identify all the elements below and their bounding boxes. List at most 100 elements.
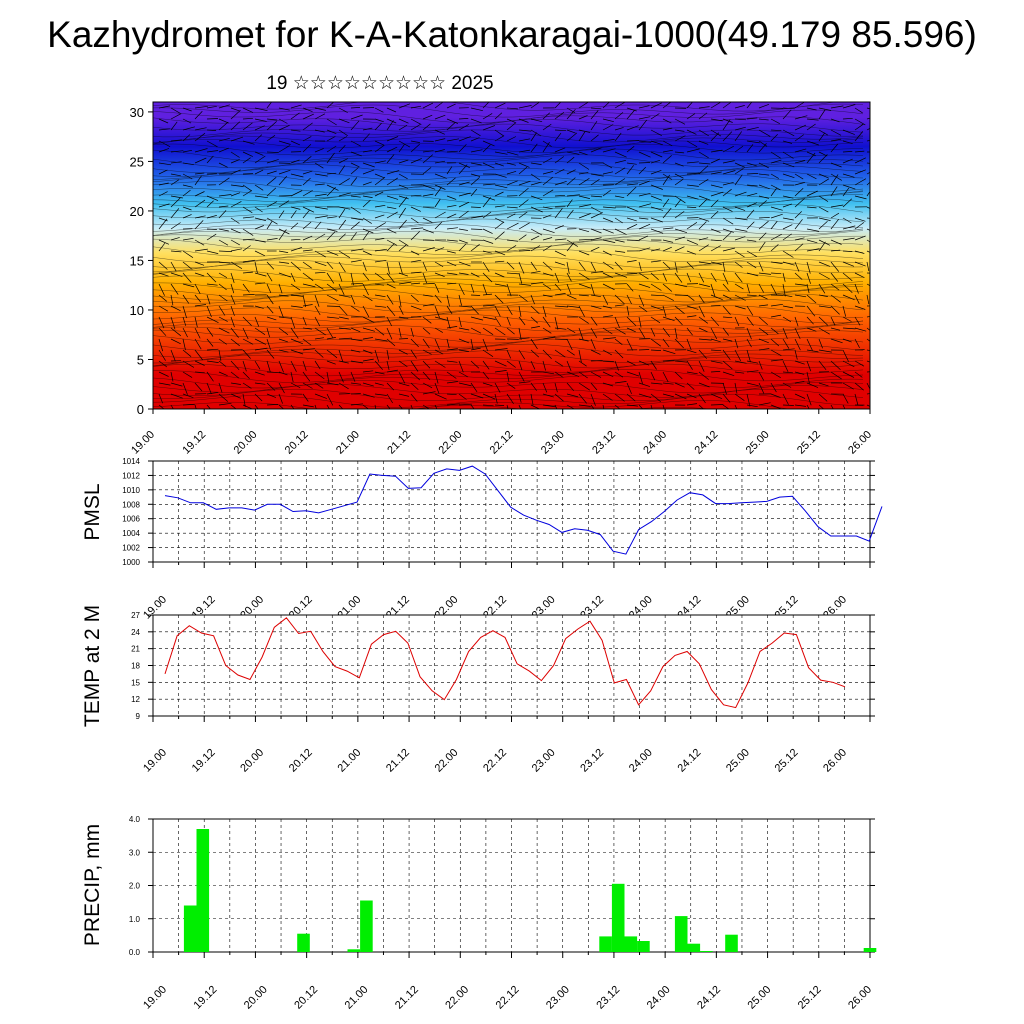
wind-barb — [590, 212, 603, 219]
wind-barb — [830, 272, 839, 282]
wind-barb — [350, 382, 362, 385]
contour-line — [153, 319, 864, 332]
wind-barb — [554, 250, 566, 257]
wind-barb — [842, 250, 853, 252]
wind-barb — [170, 113, 182, 120]
wind-barb — [770, 244, 779, 252]
contour-line — [153, 218, 864, 232]
wind-barb — [626, 217, 637, 222]
wind-barb — [506, 239, 519, 242]
wind-barb — [470, 228, 483, 230]
temp-y-tick-label-2: 15 — [131, 678, 140, 687]
wind-barb — [266, 316, 277, 321]
wind-barb — [362, 316, 374, 323]
wind-barb — [218, 210, 227, 219]
wind-barb — [206, 129, 217, 131]
wind-barb — [422, 303, 435, 307]
wind-barb — [794, 160, 806, 164]
wind-barb — [674, 283, 688, 288]
wind-barb — [470, 327, 482, 334]
wind-barb — [422, 338, 430, 349]
wind-barb — [326, 393, 334, 406]
wind-barb — [530, 393, 534, 406]
wind-barb — [386, 316, 393, 327]
wind-barb — [218, 121, 229, 131]
wind-barb — [734, 168, 744, 175]
wind-barb — [794, 371, 805, 375]
wind-barb — [350, 403, 364, 406]
wind-barb — [710, 360, 723, 364]
wind-barb — [830, 261, 840, 272]
wind-barb — [782, 371, 793, 374]
wind-barb — [494, 184, 508, 189]
wind-barb — [746, 173, 759, 175]
wind-barb — [566, 327, 576, 334]
wind-barb — [746, 184, 758, 187]
wind-barb — [182, 206, 192, 211]
wind-barb — [722, 349, 731, 361]
wind-barb — [662, 327, 670, 338]
wind-barb — [722, 188, 732, 197]
wind-barb — [230, 360, 240, 371]
wind-barb — [614, 371, 624, 378]
wind-barb — [338, 272, 343, 282]
precip-bar — [196, 829, 210, 952]
wind-barb — [266, 393, 277, 398]
wind-barb — [578, 115, 588, 120]
wind-barb — [446, 393, 457, 396]
wind-barb — [470, 347, 481, 351]
pmsl-y-tick-label-5: 1010 — [122, 486, 140, 495]
wind-barb — [722, 327, 729, 336]
wind-barb — [410, 305, 422, 311]
contour-line — [153, 375, 864, 389]
contour-line — [153, 268, 864, 282]
wind-barb — [206, 283, 218, 286]
wind-barb — [266, 201, 278, 208]
wind-barb — [350, 327, 361, 333]
wind-barb — [722, 118, 733, 123]
wind-barb — [638, 404, 644, 409]
wind-barb — [242, 283, 250, 293]
wind-barb — [230, 248, 242, 252]
wind-barb — [482, 250, 493, 254]
wind-barb — [482, 382, 493, 387]
wind-barb — [842, 404, 846, 409]
wind-barb — [302, 304, 313, 307]
wind-barb — [506, 272, 519, 275]
wind-barb — [602, 349, 612, 356]
wind-barb — [782, 140, 793, 144]
wind-barb — [854, 360, 865, 367]
precip-x-tick-label-7: 22.12 — [494, 984, 522, 1012]
wind-barb — [626, 183, 639, 186]
wind-barb — [554, 102, 562, 109]
wind-barb — [686, 239, 699, 245]
wind-barb — [674, 246, 685, 252]
wind-barb — [566, 393, 579, 398]
wind-barb — [686, 327, 693, 336]
wind-barb — [542, 237, 553, 241]
temp-ylabel: TEMP at 2 M — [81, 605, 104, 727]
wind-barb — [518, 250, 531, 252]
wind-barb — [770, 371, 781, 379]
contour-line — [201, 405, 713, 409]
wind-barb — [242, 349, 251, 359]
wind-barb — [230, 159, 240, 164]
wind-barb — [218, 118, 229, 124]
wind-barb — [386, 170, 400, 175]
wind-barb — [866, 228, 870, 231]
wind-barb — [458, 393, 467, 400]
wind-barb — [254, 382, 266, 385]
wind-barb — [710, 239, 722, 242]
wind-barb — [266, 294, 274, 305]
wind-barb — [854, 118, 866, 126]
wind-barb — [806, 107, 817, 111]
wind-barb — [422, 316, 432, 324]
wind-barb — [422, 382, 433, 389]
wind-barb — [398, 118, 409, 124]
wind-barb — [470, 129, 481, 137]
wind-barb — [302, 136, 312, 142]
wind-barb — [386, 382, 395, 391]
wind-barb — [830, 249, 841, 252]
wind-barb — [386, 338, 396, 347]
